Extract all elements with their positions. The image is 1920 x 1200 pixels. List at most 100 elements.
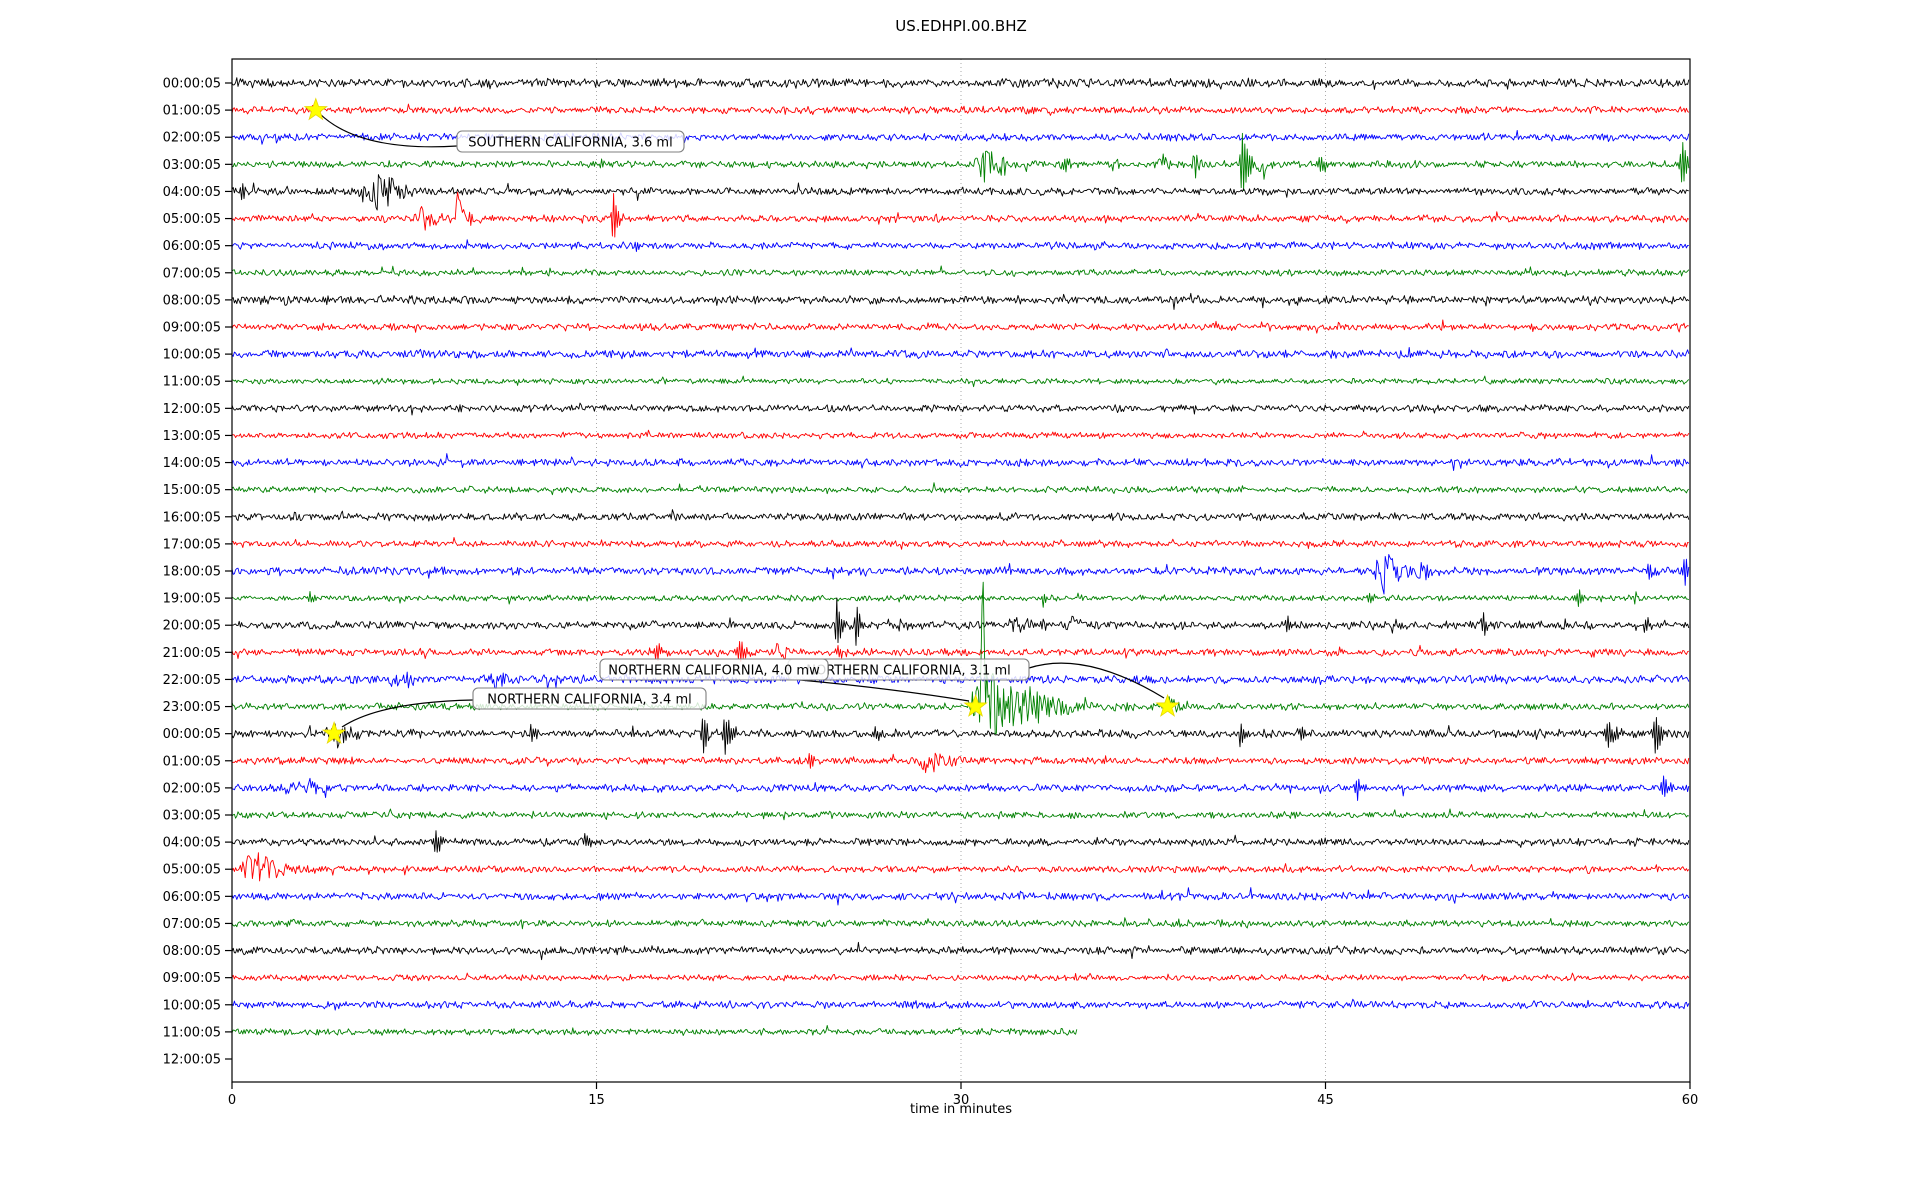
row-label: 05:00:05 bbox=[163, 212, 221, 227]
annotation-arrow bbox=[1028, 662, 1165, 699]
trace-row-17 bbox=[231, 537, 1689, 550]
row-label: 01:00:05 bbox=[163, 754, 221, 769]
trace-row-22 bbox=[231, 671, 1690, 690]
row-label: 03:00:05 bbox=[163, 809, 221, 824]
x-axis-label: time in minutes bbox=[910, 1102, 1012, 1117]
row-label: 07:00:05 bbox=[163, 266, 221, 281]
row-label: 12:00:05 bbox=[163, 402, 221, 417]
trace-row-25 bbox=[231, 752, 1690, 774]
row-label: 07:00:05 bbox=[163, 917, 221, 932]
row-label: 18:00:05 bbox=[163, 565, 221, 580]
row-label: 09:00:05 bbox=[163, 321, 221, 336]
figure-title: US.EDHPI.00.BHZ bbox=[895, 17, 1027, 35]
row-label: 08:00:05 bbox=[163, 293, 221, 308]
row-label: 11:00:05 bbox=[163, 375, 221, 390]
row-label: 01:00:05 bbox=[163, 104, 221, 119]
trace-row-7 bbox=[231, 265, 1690, 277]
row-label: 00:00:05 bbox=[163, 77, 221, 92]
trace-row-16 bbox=[231, 509, 1690, 522]
row-label: 10:00:05 bbox=[163, 998, 221, 1013]
trace-row-12 bbox=[231, 402, 1690, 416]
annotation-arrow bbox=[799, 679, 970, 702]
event-annotations: NORTHERN CALIFORNIA, 3.1 ml SOUTHERN CALI… bbox=[303, 97, 1180, 744]
trace-row-15 bbox=[231, 482, 1690, 496]
trace-row-30 bbox=[231, 887, 1690, 906]
trace-row-11 bbox=[231, 375, 1690, 388]
trace-row-9 bbox=[231, 319, 1689, 334]
annotation-text: SOUTHERN CALIFORNIA, 3.6 ml bbox=[468, 136, 672, 151]
row-label: 19:00:05 bbox=[163, 592, 221, 607]
trace-row-34 bbox=[231, 998, 1690, 1011]
trace-row-8 bbox=[231, 292, 1690, 310]
row-label: 00:00:05 bbox=[163, 727, 221, 742]
trace-row-4 bbox=[231, 174, 1689, 211]
trace-row-21 bbox=[231, 640, 1690, 662]
row-label: 21:00:05 bbox=[163, 646, 221, 661]
trace-row-32 bbox=[231, 941, 1690, 961]
event-star bbox=[963, 693, 988, 717]
row-label: 15:00:05 bbox=[163, 483, 221, 498]
row-label: 13:00:05 bbox=[163, 429, 221, 444]
x-tick-label: 15 bbox=[588, 1093, 605, 1108]
trace-row-5 bbox=[231, 191, 1690, 238]
row-label: 04:00:05 bbox=[163, 836, 221, 851]
trace-row-31 bbox=[231, 917, 1690, 930]
axes-frame: 0 15 30 45 60 00:00:05 01:00:05 02:00:05 03:00:0… bbox=[163, 58, 1699, 1108]
trace-row-10 bbox=[231, 346, 1690, 360]
x-tick-label: 60 bbox=[1682, 1093, 1699, 1108]
row-label: 04:00:05 bbox=[163, 185, 221, 200]
row-label: 02:00:05 bbox=[163, 131, 221, 146]
row-label: 22:00:05 bbox=[163, 673, 221, 688]
annotation-box bbox=[456, 130, 685, 153]
trace-row-24 bbox=[231, 716, 1690, 755]
row-label: 12:00:05 bbox=[163, 1053, 221, 1068]
trace-row-20 bbox=[231, 597, 1690, 646]
annotation-box bbox=[472, 687, 707, 710]
row-label: 11:00:05 bbox=[163, 1025, 221, 1040]
gridlines bbox=[596, 59, 1326, 1082]
trace-row-18 bbox=[231, 554, 1690, 595]
event-star bbox=[303, 97, 328, 121]
trace-row-27 bbox=[231, 808, 1689, 821]
trace-row-19 bbox=[231, 589, 1690, 608]
row-label: 16:00:05 bbox=[163, 510, 221, 525]
trace-row-1 bbox=[231, 103, 1690, 116]
trace-row-28 bbox=[231, 830, 1690, 853]
trace-row-3 bbox=[231, 132, 1690, 192]
row-label: 03:00:05 bbox=[163, 158, 221, 173]
trace-row-23 bbox=[231, 581, 1690, 735]
trace-row-6 bbox=[231, 239, 1689, 253]
row-label: 06:00:05 bbox=[163, 239, 221, 254]
row-label: 17:00:05 bbox=[163, 537, 221, 552]
annotation-box bbox=[599, 658, 829, 681]
row-label: 10:00:05 bbox=[163, 348, 221, 363]
row-label: 05:00:05 bbox=[163, 863, 221, 878]
x-tick-label: 30 bbox=[953, 1093, 970, 1108]
trace-row-13 bbox=[231, 429, 1690, 440]
trace-row-26 bbox=[232, 775, 1690, 801]
annotation-text: NORTHERN CALIFORNIA, 3.4 ml bbox=[487, 693, 691, 708]
annotation-arrow bbox=[319, 113, 458, 148]
annotation-text: NORTHERN CALIFORNIA, 4.0 mw bbox=[608, 664, 820, 679]
row-label: 08:00:05 bbox=[163, 944, 221, 959]
trace-row-2 bbox=[232, 129, 1690, 145]
row-label: 02:00:05 bbox=[163, 781, 221, 796]
event-star bbox=[321, 720, 347, 744]
trace-row-0 bbox=[231, 77, 1690, 90]
row-label: 20:00:05 bbox=[163, 619, 221, 634]
trace-row-35 bbox=[231, 1025, 1078, 1036]
event-star bbox=[1155, 693, 1180, 717]
x-tick-label: 45 bbox=[1317, 1093, 1334, 1108]
row-label: 14:00:05 bbox=[163, 456, 221, 471]
row-label: 23:00:05 bbox=[163, 700, 221, 715]
trace-row-33 bbox=[231, 972, 1690, 982]
row-label: 06:00:05 bbox=[163, 890, 221, 905]
annotation-arrow bbox=[341, 699, 474, 728]
trace-row-14 bbox=[231, 453, 1690, 472]
trace-row-29 bbox=[231, 852, 1690, 882]
trace-rows bbox=[231, 77, 1690, 1036]
annotation-text: NORTHERN CALIFORNIA, 3.1 ml bbox=[806, 664, 1010, 679]
x-tick-label: 0 bbox=[228, 1093, 236, 1108]
